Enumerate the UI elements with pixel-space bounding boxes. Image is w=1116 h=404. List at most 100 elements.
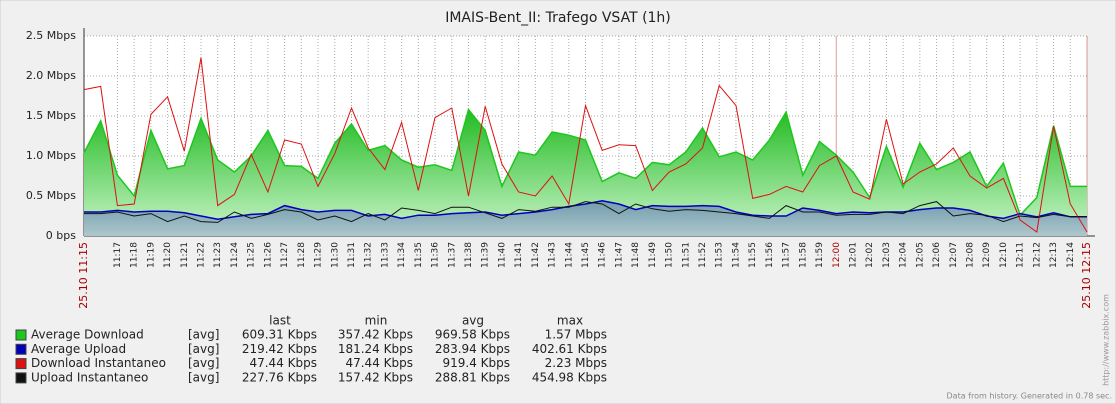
y-tick-label: 2.5 Mbps [26, 29, 76, 42]
x-tick-label: 12:13 [1049, 242, 1059, 268]
x-tick-label: 11:27 [280, 242, 290, 268]
x-tick-label: 11:34 [397, 242, 407, 268]
x-tick-label: 12:08 [965, 242, 975, 268]
legend-stat: 357.42 Kbps [338, 328, 413, 342]
legend-stat: 47.44 Kbps [249, 356, 317, 370]
x-tick-label: 11:32 [364, 242, 374, 268]
x-tick-label: 11:19 [146, 242, 156, 268]
x-tick-label: 11:44 [564, 242, 574, 268]
legend-swatch [15, 343, 27, 355]
x-tick-label: 11:50 [665, 242, 675, 268]
x-tick-label: 12:11 [1016, 242, 1026, 268]
x-tick-label: 11:48 [631, 242, 641, 268]
legend-header: max [557, 314, 583, 328]
legend-label: Upload Instantaneo [31, 370, 148, 384]
legend-stat: 288.81 Kbps [435, 370, 510, 384]
legend-stat: 402.61 Kbps [532, 342, 607, 356]
legend-stat: 227.76 Kbps [242, 370, 317, 384]
x-tick-label: 11:21 [180, 242, 190, 268]
x-tick-label: 11:51 [681, 242, 691, 268]
x-tick-label: 11:58 [798, 242, 808, 268]
x-tick-label: 11:36 [431, 242, 441, 268]
y-tick-label: 0.5 Mbps [26, 189, 76, 202]
x-tick-label: 12:10 [999, 242, 1009, 268]
legend-stat: 219.42 Kbps [242, 342, 317, 356]
legend-swatch [15, 372, 27, 384]
x-tick-label: 11:25 [247, 242, 257, 268]
legend-stat: 919.4 Kbps [442, 356, 510, 370]
x-tick-label: 11:59 [815, 242, 825, 268]
x-tick-label: 11:35 [414, 242, 424, 268]
legend-swatch [15, 358, 27, 370]
legend-stat: 157.42 Kbps [338, 370, 413, 384]
y-tick-label: 1.5 Mbps [26, 109, 76, 122]
x-tick-label: 11:33 [380, 242, 390, 268]
legend-func: [avg] [188, 356, 219, 370]
area [84, 109, 1087, 236]
legend-stat: 283.94 Kbps [435, 342, 510, 356]
y-tick-label: 1.0 Mbps [26, 149, 76, 162]
x-tick-label: 25.10 11:15 [77, 242, 90, 309]
x-tick-label: 11:17 [113, 242, 123, 268]
x-tick-label: 11:26 [263, 242, 273, 268]
x-tick-label: 11:24 [230, 242, 240, 268]
legend-func: [avg] [188, 342, 219, 356]
x-tick-label: 12:05 [915, 242, 925, 268]
x-tick-label: 11:46 [598, 242, 608, 268]
x-tick-label: 11:28 [297, 242, 307, 268]
x-tick-label: 11:45 [581, 242, 591, 268]
x-tick-label: 12:01 [848, 242, 858, 268]
area [84, 200, 1087, 236]
x-tick-label: 12:14 [1066, 242, 1076, 268]
x-tick-label: 11:30 [330, 242, 340, 268]
x-tick-label: 11:37 [447, 242, 457, 268]
footnote: Data from history. Generated in 0.78 sec… [947, 392, 1112, 401]
x-tick-label: 25.10 12:15 [1080, 242, 1093, 309]
legend-stat: 609.31 Kbps [242, 328, 317, 342]
line [83, 107, 1087, 217]
x-tick-label: 11:29 [314, 242, 324, 268]
x-tick-label: 11:22 [197, 242, 207, 268]
x-tick-label: 11:39 [481, 242, 491, 268]
x-tick-label: 11:52 [698, 242, 708, 268]
legend-header: min [365, 314, 388, 328]
x-tick-label: 12:04 [899, 242, 909, 268]
x-tick-label: 11:54 [731, 242, 741, 268]
x-tick-label: 11:18 [130, 242, 140, 268]
legend-func: [avg] [188, 370, 219, 384]
x-tick-label: 11:42 [531, 242, 541, 268]
x-tick-label: 11:41 [514, 242, 524, 268]
legend-stat: 454.98 Kbps [532, 370, 607, 384]
x-tick-label: 11:20 [163, 242, 173, 268]
watermark: http://www.zabbix.com [1102, 294, 1111, 386]
y-tick-label: 2.0 Mbps [26, 69, 76, 82]
x-tick-label: 11:40 [497, 242, 507, 268]
x-tick-label: 12:03 [882, 242, 892, 268]
x-tick-label: 11:57 [782, 242, 792, 268]
x-tick-label: 12:02 [865, 242, 875, 268]
legend-stat: 2.23 Mbps [545, 356, 607, 370]
legend-stat: 47.44 Kbps [345, 356, 413, 370]
line [84, 201, 1087, 223]
x-tick-label: 11:23 [213, 242, 223, 268]
legend-stat: 969.58 Kbps [435, 328, 510, 342]
chart-title: IMAIS-Bent_II: Trafego VSAT (1h) [445, 10, 671, 26]
line [84, 200, 1087, 220]
y-tick-label: 0 bps [46, 229, 76, 242]
x-tick-label: 11:47 [614, 242, 624, 268]
x-tick-label: 11:56 [765, 242, 775, 268]
x-tick-label: 11:53 [715, 242, 725, 268]
x-tick-label: 11:38 [464, 242, 474, 268]
legend-label: Average Download [31, 328, 144, 342]
x-tick-label: 11:31 [347, 242, 357, 268]
legend-stat: 1.57 Mbps [545, 328, 607, 342]
x-tick-label: 12:12 [1032, 242, 1042, 268]
legend-header: avg [462, 314, 484, 328]
legend-stat: 181.24 Kbps [338, 342, 413, 356]
x-tick-label: 12:00 [832, 242, 842, 268]
legend-swatch [15, 329, 27, 341]
line [83, 57, 1088, 233]
x-tick-label: 11:49 [648, 242, 658, 268]
legend-header: last [269, 314, 291, 328]
